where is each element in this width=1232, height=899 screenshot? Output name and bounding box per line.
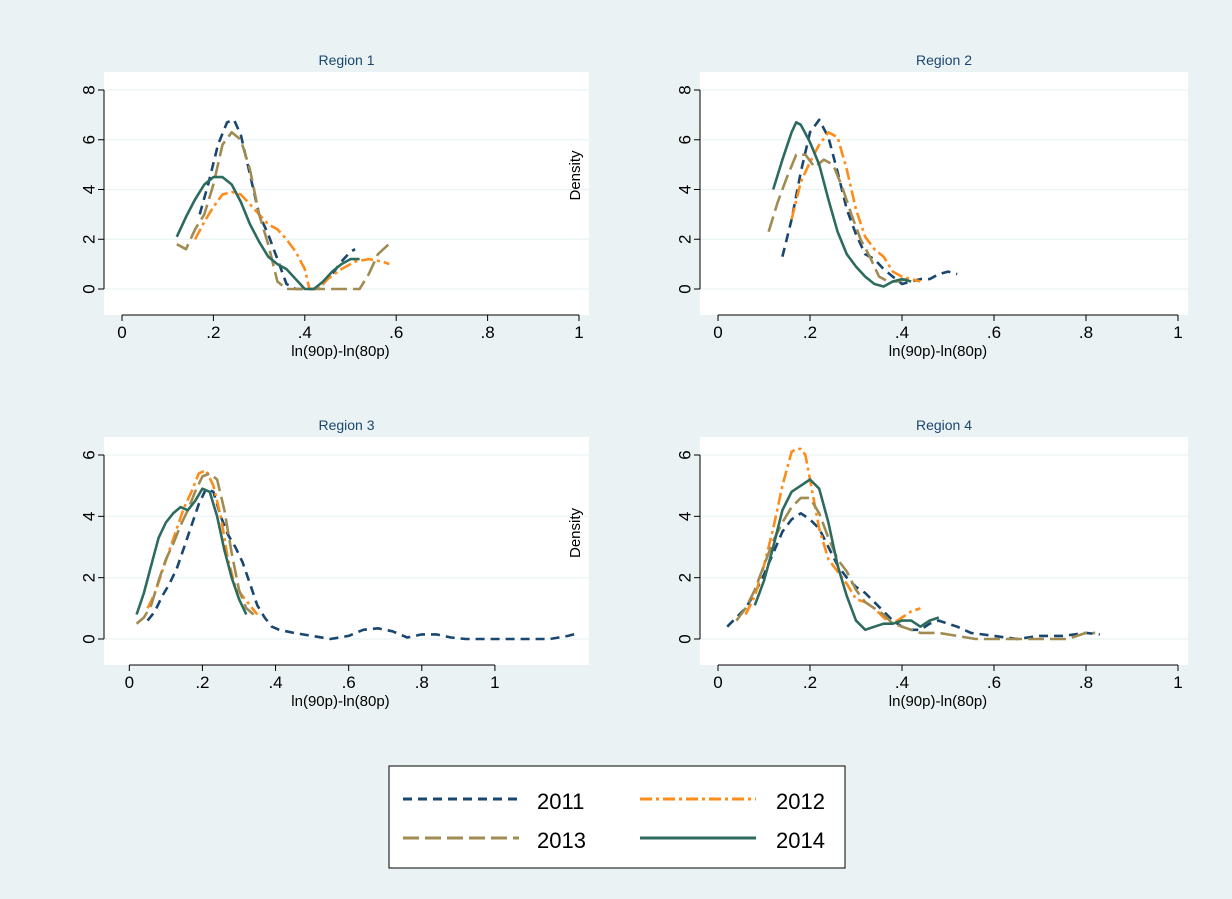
x-tick-label: 0 xyxy=(117,323,126,342)
series-line-2014 xyxy=(135,487,248,616)
panel-3: Region 3 0 2 4 6 0 .2 .4 .6 .8 1 ln(90p)-ln(80p) xyxy=(79,417,589,710)
x-axis-label: ln(90p)-ln(80p) xyxy=(889,693,987,710)
x-tick-label: .2 xyxy=(803,673,817,692)
y-tick-label: 6 xyxy=(79,135,98,144)
series-line-2013 xyxy=(135,472,255,625)
x-tick-label: .4 xyxy=(895,323,909,342)
legend: 2011 2012 2013 2014 xyxy=(388,765,846,869)
series-line-2011 xyxy=(198,118,356,291)
legend-label-2014: 2014 xyxy=(776,828,825,853)
y-tick-label: 6 xyxy=(675,135,694,144)
x-tick-label: 1 xyxy=(1173,323,1182,342)
y-tick-label: 0 xyxy=(79,284,98,293)
series-line-2014 xyxy=(753,478,940,632)
panel-1: Region 1 0 2 4 6 8 0 .2 .4 .6 .8 1 ln(90p)-ln(80p) xyxy=(79,52,589,360)
x-tick-label: .2 xyxy=(206,323,220,342)
x-axis-label: ln(90p)-ln(80p) xyxy=(291,693,389,710)
legend-label-2012: 2012 xyxy=(776,789,825,814)
plot-area xyxy=(104,72,589,315)
x-tick-label: .4 xyxy=(268,673,282,692)
x-tick-label: .8 xyxy=(1079,323,1093,342)
x-tick-label: .8 xyxy=(415,673,429,692)
series-line-2014 xyxy=(771,121,912,288)
x-tick-label: .6 xyxy=(389,323,403,342)
panel-title: Region 3 xyxy=(318,417,374,433)
panel-title: Region 4 xyxy=(916,417,972,433)
series-line-2014 xyxy=(175,175,360,291)
y-tick-label: 2 xyxy=(675,235,694,244)
plot-area xyxy=(104,437,589,665)
y-tick-label: 0 xyxy=(675,284,694,293)
y-tick-label: 4 xyxy=(79,512,98,521)
x-tick-label: .8 xyxy=(1079,673,1093,692)
x-tick-label: .6 xyxy=(987,673,1001,692)
plot-area xyxy=(700,437,1188,665)
series-line-2012 xyxy=(744,447,921,625)
x-tick-label: 1 xyxy=(490,673,499,692)
y-tick-label: 2 xyxy=(79,573,98,582)
x-axis-label: ln(90p)-ln(80p) xyxy=(291,343,389,360)
series-line-2011 xyxy=(146,487,580,641)
y-tick-label: 2 xyxy=(79,235,98,244)
y-tick-label: 6 xyxy=(675,450,694,459)
y-axis-label: Density xyxy=(567,150,584,201)
series-line-2013 xyxy=(176,131,393,291)
y-tick-label: 6 xyxy=(79,450,98,459)
x-tick-label: .8 xyxy=(481,323,495,342)
x-tick-label: .4 xyxy=(895,673,909,692)
y-tick-label: 2 xyxy=(675,573,694,582)
x-tick-label: .2 xyxy=(195,673,209,692)
panel-2: Region 2 0 2 4 6 8 0 .2 .4 .6 .8 1 ln(90p)-ln(80p) De… xyxy=(567,52,1188,360)
x-tick-label: 0 xyxy=(713,323,722,342)
plot-area xyxy=(700,72,1188,315)
x-tick-label: .6 xyxy=(987,323,1001,342)
y-tick-label: 4 xyxy=(675,512,694,521)
x-tick-label: .2 xyxy=(803,323,817,342)
y-tick-label: 4 xyxy=(79,185,98,194)
x-tick-label: 1 xyxy=(574,323,583,342)
x-tick-label: 0 xyxy=(125,673,134,692)
y-tick-label: 8 xyxy=(675,85,694,94)
series-line-2011 xyxy=(726,511,1100,641)
series-line-2012 xyxy=(193,190,390,291)
x-tick-label: 0 xyxy=(713,673,722,692)
x-tick-label: .4 xyxy=(298,323,312,342)
y-tick-label: 4 xyxy=(675,185,694,194)
panel-title: Region 2 xyxy=(916,52,972,68)
x-tick-label: .6 xyxy=(342,673,356,692)
legend-box xyxy=(388,765,846,869)
legend-label-2011: 2011 xyxy=(537,789,584,814)
panel-title: Region 1 xyxy=(318,52,374,68)
series-line-2013 xyxy=(735,496,1096,641)
legend-label-2013: 2013 xyxy=(537,828,586,853)
panel-4: Region 4 0 2 4 6 0 .2 .4 .6 .8 1 ln(90p)-ln(80p) Den… xyxy=(567,417,1188,710)
y-tick-label: 0 xyxy=(79,634,98,643)
y-tick-label: 8 xyxy=(79,85,98,94)
x-tick-label: 1 xyxy=(1173,673,1182,692)
series-line-2013 xyxy=(767,153,907,283)
series-line-2012 xyxy=(790,131,921,283)
x-axis-label: ln(90p)-ln(80p) xyxy=(889,343,987,360)
y-tick-label: 0 xyxy=(675,634,694,643)
y-axis-label: Density xyxy=(567,507,584,558)
